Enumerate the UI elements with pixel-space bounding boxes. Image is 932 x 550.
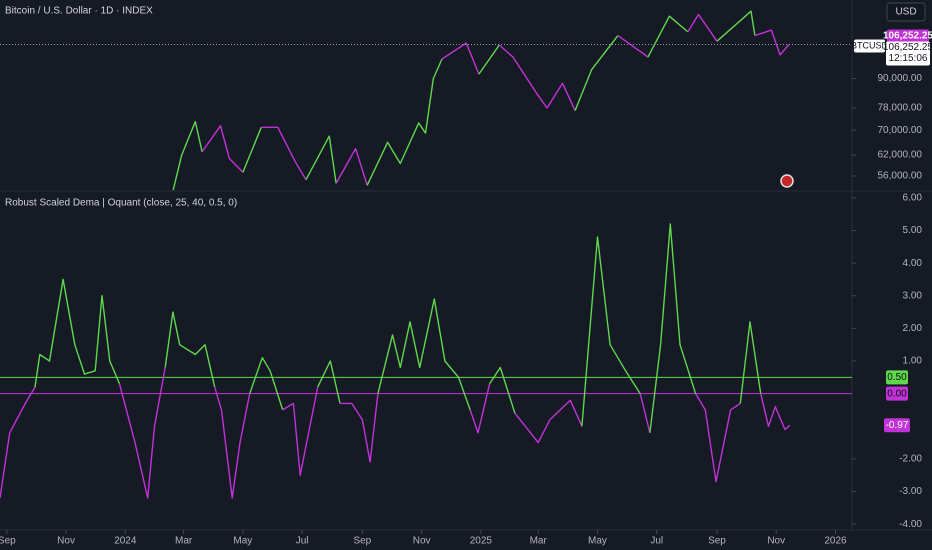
level-badge <box>886 386 908 401</box>
y-tick-label: 56,000.00 <box>878 171 923 182</box>
y-tick-label: -3.00 <box>899 486 922 497</box>
price-pane <box>0 10 852 190</box>
symbol-title: Bitcoin / U.S. Dollar · 1D · INDEX <box>5 6 153 17</box>
price-line <box>201 125 244 173</box>
oscillator-line <box>694 393 741 483</box>
y-tick-label: 1.00 <box>903 356 923 367</box>
oscillator-line <box>469 383 491 434</box>
indicator-title: Robust Scaled Dema | Oquant (close, 25, … <box>5 198 237 209</box>
axes: 56,000.00 62,000.00 70,000.00 78,000.00 90,0… <box>0 29 932 547</box>
currency-label: USD <box>895 7 916 18</box>
oscillator-line <box>581 236 641 427</box>
x-tick-label: Nov <box>413 536 431 547</box>
price-line <box>617 35 649 58</box>
price-line <box>647 15 689 58</box>
level-label: 0.00 <box>887 388 907 399</box>
oscillator-line <box>639 393 651 433</box>
x-tick-label: 2025 <box>470 536 493 547</box>
price-line <box>242 127 262 173</box>
x-tick-label: May <box>588 536 607 547</box>
oscillator-line <box>214 386 251 499</box>
level-badge <box>886 370 908 385</box>
indicator-pane <box>0 223 852 499</box>
oscillator-line <box>760 393 791 431</box>
x-tick-label: Nov <box>57 536 75 547</box>
y-tick-label: 5.00 <box>903 225 923 236</box>
price-line <box>687 13 718 42</box>
event-icon[interactable] <box>780 174 794 188</box>
oscillator-line <box>649 223 697 433</box>
x-tick-label: Sep <box>353 536 371 547</box>
x-tick-label: Nov <box>767 536 785 547</box>
price-line <box>441 42 480 75</box>
price-time-badge <box>886 41 930 66</box>
price-line <box>172 120 203 190</box>
y-tick-label: 3.00 <box>903 290 923 301</box>
price-line <box>478 44 500 75</box>
x-tick-label: Jul <box>296 536 309 547</box>
oscillator-line <box>282 386 319 476</box>
price-line <box>335 147 368 186</box>
y-tick-label: 70,000.00 <box>878 125 923 136</box>
price-line <box>498 44 576 111</box>
oscillator-line <box>34 278 121 388</box>
x-tick-label: 2026 <box>824 536 847 547</box>
symbol-badge <box>854 39 885 53</box>
x-tick-label: Jul <box>650 536 663 547</box>
oscillator-line <box>514 399 583 444</box>
oscillator-line <box>340 393 379 463</box>
y-tick-label: -2.00 <box>899 454 922 465</box>
countdown-label: 12:15:06 <box>889 53 928 64</box>
price-line <box>754 29 790 56</box>
price-line <box>366 58 443 186</box>
price-label: 106,252.25 <box>883 42 932 53</box>
y-tick-label: 62,000.00 <box>878 150 923 161</box>
currency-button[interactable] <box>886 2 926 22</box>
price-line <box>261 126 307 181</box>
last-value-label: -0.97 <box>886 420 909 431</box>
x-tick-label: Mar <box>175 536 193 547</box>
oscillator-line <box>377 298 471 411</box>
y-tick-label: 2.00 <box>903 323 923 334</box>
x-tick-label: Sep <box>0 536 16 547</box>
price-line <box>574 35 619 111</box>
x-tick-label: Mar <box>530 536 548 547</box>
oscillator-line <box>739 321 762 404</box>
y-tick-label: 78,000.00 <box>878 103 923 114</box>
last-price-badge-label: 106,252.25 <box>883 31 932 42</box>
oscillator-line <box>489 366 516 414</box>
level-label: 0.50 <box>887 372 907 383</box>
x-tick-label: May <box>233 536 252 547</box>
price-line <box>305 135 337 184</box>
last-price-badge <box>887 29 929 43</box>
oscillator-line <box>0 386 36 499</box>
x-tick-label: 2024 <box>114 536 137 547</box>
price-line <box>716 10 756 42</box>
y-tick-label: 4.00 <box>903 258 923 269</box>
oscillator-line <box>249 357 284 411</box>
oscillator-line <box>164 311 216 388</box>
x-tick-label: Sep <box>708 536 726 547</box>
oscillator-line <box>317 360 341 404</box>
symbol-badge-label: BTCUSD <box>851 40 889 50</box>
oscillator-line <box>118 367 166 499</box>
y-tick-label: 90,000.00 <box>878 73 923 84</box>
last-value-badge <box>884 418 910 433</box>
y-tick-label: 6.00 <box>903 193 923 204</box>
y-tick-label: -4.00 <box>899 519 922 530</box>
